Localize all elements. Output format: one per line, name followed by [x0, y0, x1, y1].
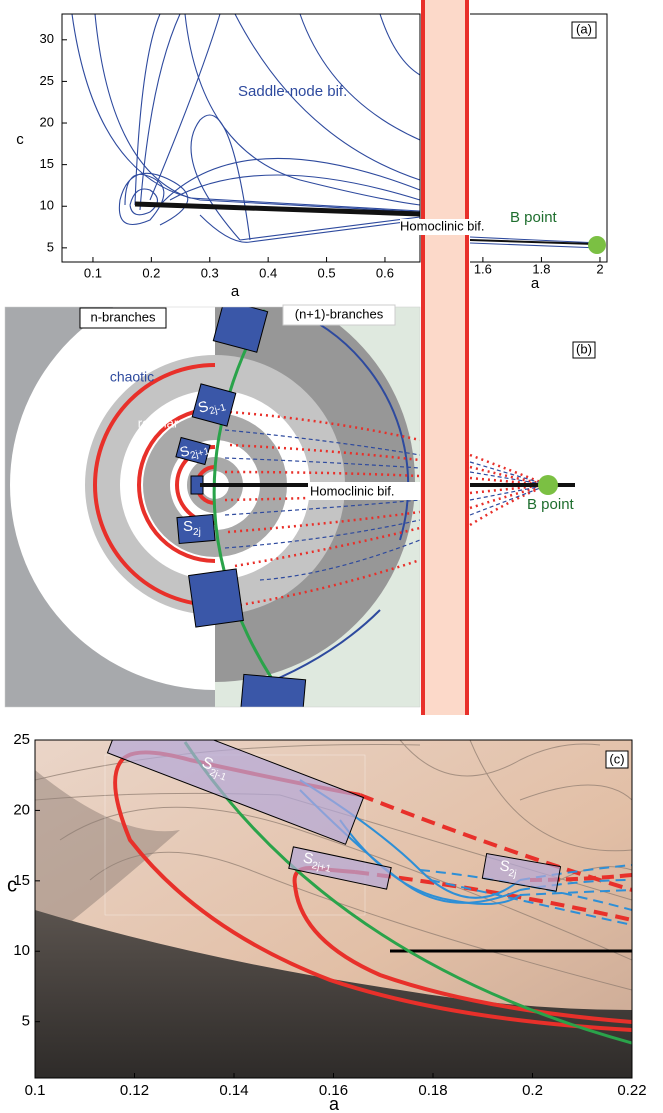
panel-label: (a) [576, 21, 592, 36]
x-tick-label: 1.6 [474, 261, 492, 276]
y-tick-label: 5 [47, 239, 54, 254]
s-label: S2j+1 [178, 437, 211, 464]
panel-b: n-branches (n+1)-branches (b) chaotic re… [4, 304, 596, 708]
y-tick-label: 20 [40, 114, 54, 129]
label-box [572, 341, 596, 359]
axis-title: c [16, 131, 24, 148]
b-point-marker [538, 475, 558, 495]
x-tick-label: 0.2 [522, 1082, 543, 1099]
label-box [308, 482, 420, 500]
annotation: B point [510, 209, 558, 226]
homoclinic-line [469, 239, 596, 245]
x-tick-label: 0.16 [319, 1082, 348, 1099]
annotation: Homoclinic bif. [400, 218, 485, 233]
s-label: S2j-1 [196, 393, 227, 419]
y-tick-label: 20 [13, 801, 30, 818]
label-box [282, 304, 396, 326]
x-tick-label: 0.6 [376, 265, 394, 280]
break-band [423, 0, 467, 715]
s-label: S2j [498, 857, 519, 879]
region-label: (n+1)-branches [295, 306, 384, 321]
y-tick-label: 15 [13, 872, 30, 889]
x-tick-label: 1.8 [532, 261, 550, 276]
x-tick-label: 2 [596, 261, 603, 276]
x-tick-label: 0.2 [142, 265, 160, 280]
axes-frame [470, 13, 608, 263]
panel-label: (c) [609, 751, 624, 766]
x-tick-label: 0.18 [418, 1082, 447, 1099]
x-tick-label: 0.22 [617, 1082, 646, 1099]
y-tick-label: 30 [40, 31, 54, 46]
b-point-marker [588, 236, 606, 254]
x-tick-label: 0.14 [219, 1082, 248, 1099]
axis-title: c [7, 874, 17, 896]
region-label: n-branches [90, 309, 156, 324]
y-tick-label: 25 [13, 731, 30, 748]
axes-frame [61, 13, 421, 263]
homoclinic-line [134, 201, 421, 217]
x-tick-label: 0.5 [318, 265, 336, 280]
annotation: chaotic [110, 369, 154, 385]
s-label: S2j [183, 518, 201, 538]
y-tick-label: 10 [13, 942, 30, 959]
annotation: B point [527, 496, 575, 513]
label-box [400, 219, 504, 235]
axis-title: a [231, 283, 240, 300]
s-label: S2j+1 [301, 849, 334, 874]
panel-label: (b) [576, 341, 592, 356]
bifurcation-curves [71, 13, 601, 249]
x-tick-label: 0.4 [259, 265, 277, 280]
x-tick-label: 0.1 [84, 265, 102, 280]
annotation: Homoclinic bif. [310, 483, 395, 498]
y-tick-label: 5 [22, 1013, 30, 1030]
label-box [79, 307, 167, 329]
x-tick-label: 0.1 [25, 1082, 46, 1099]
label-box [605, 750, 629, 769]
annotation: Saddle-node bif. [238, 83, 347, 100]
y-tick-label: 10 [40, 198, 54, 213]
annotation: regular [138, 415, 179, 430]
x-tick-label: 0.3 [201, 265, 219, 280]
label-box [571, 21, 597, 39]
axis-title: a [329, 1094, 340, 1113]
x-tick-label: 0.12 [120, 1082, 149, 1099]
axis-title: a [531, 275, 540, 292]
y-tick-label: 15 [40, 156, 54, 171]
ticks-c: 0.1 0.12 0.14 0.16 0.18 0.2 0.22 5 10 15 20 25 [13, 731, 646, 1099]
y-tick-label: 25 [40, 73, 54, 88]
